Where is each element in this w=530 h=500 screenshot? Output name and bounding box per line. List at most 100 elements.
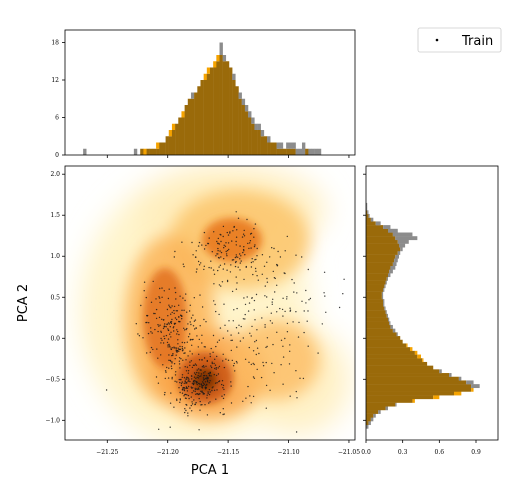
scatter-point — [236, 282, 238, 284]
scatter-point — [245, 397, 247, 399]
right-hist-bar-overlap — [366, 369, 440, 374]
scatter-point — [175, 349, 177, 352]
scatter-point — [218, 365, 221, 368]
scatter-point — [186, 390, 189, 392]
top-hist-bar-overlap — [235, 86, 239, 155]
scatter-point — [219, 264, 222, 266]
scatter-point — [193, 320, 196, 322]
scatter-point — [201, 334, 203, 336]
scatter-point — [168, 343, 170, 346]
scatter-point — [175, 310, 177, 312]
right-hist-bar-overlap — [366, 373, 450, 377]
scatter-point — [295, 431, 298, 433]
scatter-point — [161, 287, 163, 289]
scatter-point — [225, 242, 227, 244]
right-hist-bar-overlap — [366, 236, 396, 241]
scatter-point — [264, 324, 266, 326]
scatter-point — [170, 331, 172, 333]
right-hist-bar-overlap — [366, 269, 390, 274]
scatter-point — [221, 395, 223, 397]
scatter-point — [213, 283, 215, 285]
scatter-point — [198, 359, 201, 361]
right-hist-bar-gray — [388, 317, 390, 322]
scatter-point — [157, 324, 159, 326]
scatter-point — [208, 388, 211, 391]
scatter-point — [150, 301, 153, 303]
scatter-point — [295, 370, 297, 372]
scatter-point — [298, 321, 300, 324]
scatter-point — [192, 254, 194, 256]
scatter-point — [276, 311, 278, 313]
scatter-point — [196, 383, 198, 386]
top-hist-bar-gray — [251, 117, 255, 124]
scatter-point — [289, 307, 291, 309]
scatter-point — [185, 293, 187, 295]
scatter-point — [197, 245, 200, 247]
scatter-point — [215, 374, 218, 377]
scatter-point — [155, 317, 158, 320]
scatter-point — [219, 327, 222, 329]
scatter-point — [167, 329, 170, 331]
scatter-point — [166, 366, 168, 369]
scatter-point — [173, 305, 176, 308]
scatter-point — [265, 361, 267, 364]
x-tick-label: −21.20 — [157, 449, 179, 456]
scatter-point — [229, 271, 232, 273]
scatter-point — [193, 364, 195, 367]
scatter-point — [223, 263, 226, 265]
right-hist-bar-overlap — [366, 410, 379, 414]
scatter-point — [253, 377, 256, 379]
scatter-point — [205, 383, 208, 386]
right-hist-bar-overlap — [366, 291, 382, 296]
scatter-point — [245, 265, 247, 268]
scatter-point — [191, 401, 193, 403]
scatter-point — [235, 256, 238, 258]
scatter-point — [174, 380, 176, 382]
right-hist-bar-gray — [381, 291, 384, 296]
scatter-point — [214, 364, 217, 366]
scatter-point — [266, 306, 268, 308]
scatter-point — [264, 295, 266, 297]
top-histogram-y-ticks: 0 6 12 18 — [51, 40, 65, 159]
scatter-point — [173, 406, 175, 408]
scatter-point — [282, 356, 285, 358]
scatter-point — [145, 321, 147, 324]
scatter-point — [180, 314, 182, 317]
scatter-point — [211, 389, 213, 392]
scatter-point — [266, 345, 268, 348]
top-hist-bar-gray — [292, 142, 296, 149]
right-hist-bar-overlap — [366, 265, 391, 270]
scatter-point — [191, 344, 193, 346]
top-hist-bar-overlap — [181, 117, 185, 155]
scatter-point — [162, 327, 165, 330]
scatter-point — [176, 310, 179, 312]
scatter-point — [296, 292, 298, 294]
scatter-point — [179, 399, 181, 401]
scatter-point — [190, 404, 192, 407]
scatter-point — [201, 391, 203, 393]
scatter-point — [225, 250, 227, 253]
right-hist-bar-gray — [392, 232, 413, 237]
right-hist-x-tick-label: 0.0 — [361, 449, 371, 456]
scatter-point — [209, 391, 211, 393]
scatter-point — [198, 388, 200, 390]
scatter-point — [276, 284, 278, 286]
right-hist-bar-orange — [406, 343, 408, 348]
scatter-point — [282, 297, 284, 299]
scatter-point — [171, 305, 173, 307]
scatter-point — [179, 321, 181, 323]
scatter-point — [235, 288, 238, 290]
right-hist-bar-gray — [388, 228, 398, 233]
scatter-point — [190, 375, 193, 377]
scatter-point — [295, 311, 297, 313]
scatter-point — [181, 392, 184, 394]
scatter-point — [181, 347, 184, 350]
scatter-point — [167, 344, 169, 346]
scatter-point — [220, 256, 222, 258]
scatter-point — [159, 301, 161, 304]
scatter-point — [293, 291, 295, 293]
scatter-point — [205, 385, 207, 387]
scatter-point — [173, 346, 175, 348]
scatter-point — [247, 385, 249, 388]
scatter-point — [220, 285, 222, 287]
